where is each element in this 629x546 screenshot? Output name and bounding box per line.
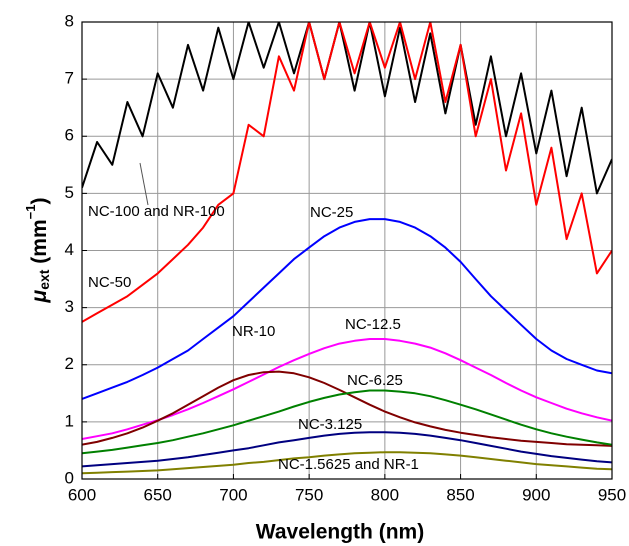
y-tick-label: 1 (65, 411, 74, 430)
labels: NC-100 and NR-100 NC-50 NC-25 NC-12.5 NR-10 N… (88, 203, 419, 473)
y-tick-label: 2 (65, 354, 74, 373)
x-tick-label: 850 (446, 485, 474, 504)
x-tick-label: 650 (144, 485, 172, 504)
annotation-arrow (139, 162, 149, 206)
y-tick-label: 0 (65, 468, 74, 487)
x-tick-label: 800 (371, 485, 399, 504)
y-tick-label: 7 (65, 69, 74, 88)
y-tick-label: 4 (65, 240, 74, 259)
series-label: NC-50 (88, 274, 131, 291)
y-title-sup: −1 (23, 205, 38, 220)
series-line (82, 338, 612, 440)
series-label: NC-12.5 (345, 316, 401, 333)
x-tick-label: 900 (522, 485, 550, 504)
series-label: NR-10 (232, 323, 275, 340)
y-title-close: ) (28, 198, 51, 205)
x-tick-label: 600 (68, 485, 96, 504)
series-label: NC-100 and NR-100 (88, 203, 225, 220)
x-tick-label: 700 (219, 485, 247, 504)
series-line (82, 389, 612, 455)
y-title-unit: (mm (28, 219, 51, 269)
x-tick-label: 750 (295, 485, 323, 504)
x-axis-title: Wavelength (nm) (256, 521, 424, 544)
series-label: NC-3.125 (298, 416, 362, 433)
grid (81, 21, 613, 480)
series-label: NC-1.5625 and NR-1 (278, 456, 419, 473)
x-tick-label: 950 (598, 485, 626, 504)
y-title-symbol: μ (28, 289, 51, 303)
series-line (82, 218, 612, 400)
series-line (82, 431, 612, 468)
series-line (82, 22, 612, 195)
series-line (82, 451, 612, 475)
y-tick-label: 6 (65, 126, 74, 145)
y-tick-label: 5 (65, 183, 74, 202)
y-tick-label: 3 (65, 297, 74, 316)
y-tick-label: 8 (65, 11, 74, 30)
y-title-sub: ext (36, 269, 52, 290)
lines (82, 22, 612, 475)
series-label: NC-25 (310, 204, 353, 221)
y-axis-title: μext (mm−1) (23, 198, 51, 304)
plot-frame (81, 21, 613, 480)
series-label: NC-6.25 (347, 372, 403, 389)
series-line (82, 22, 612, 323)
